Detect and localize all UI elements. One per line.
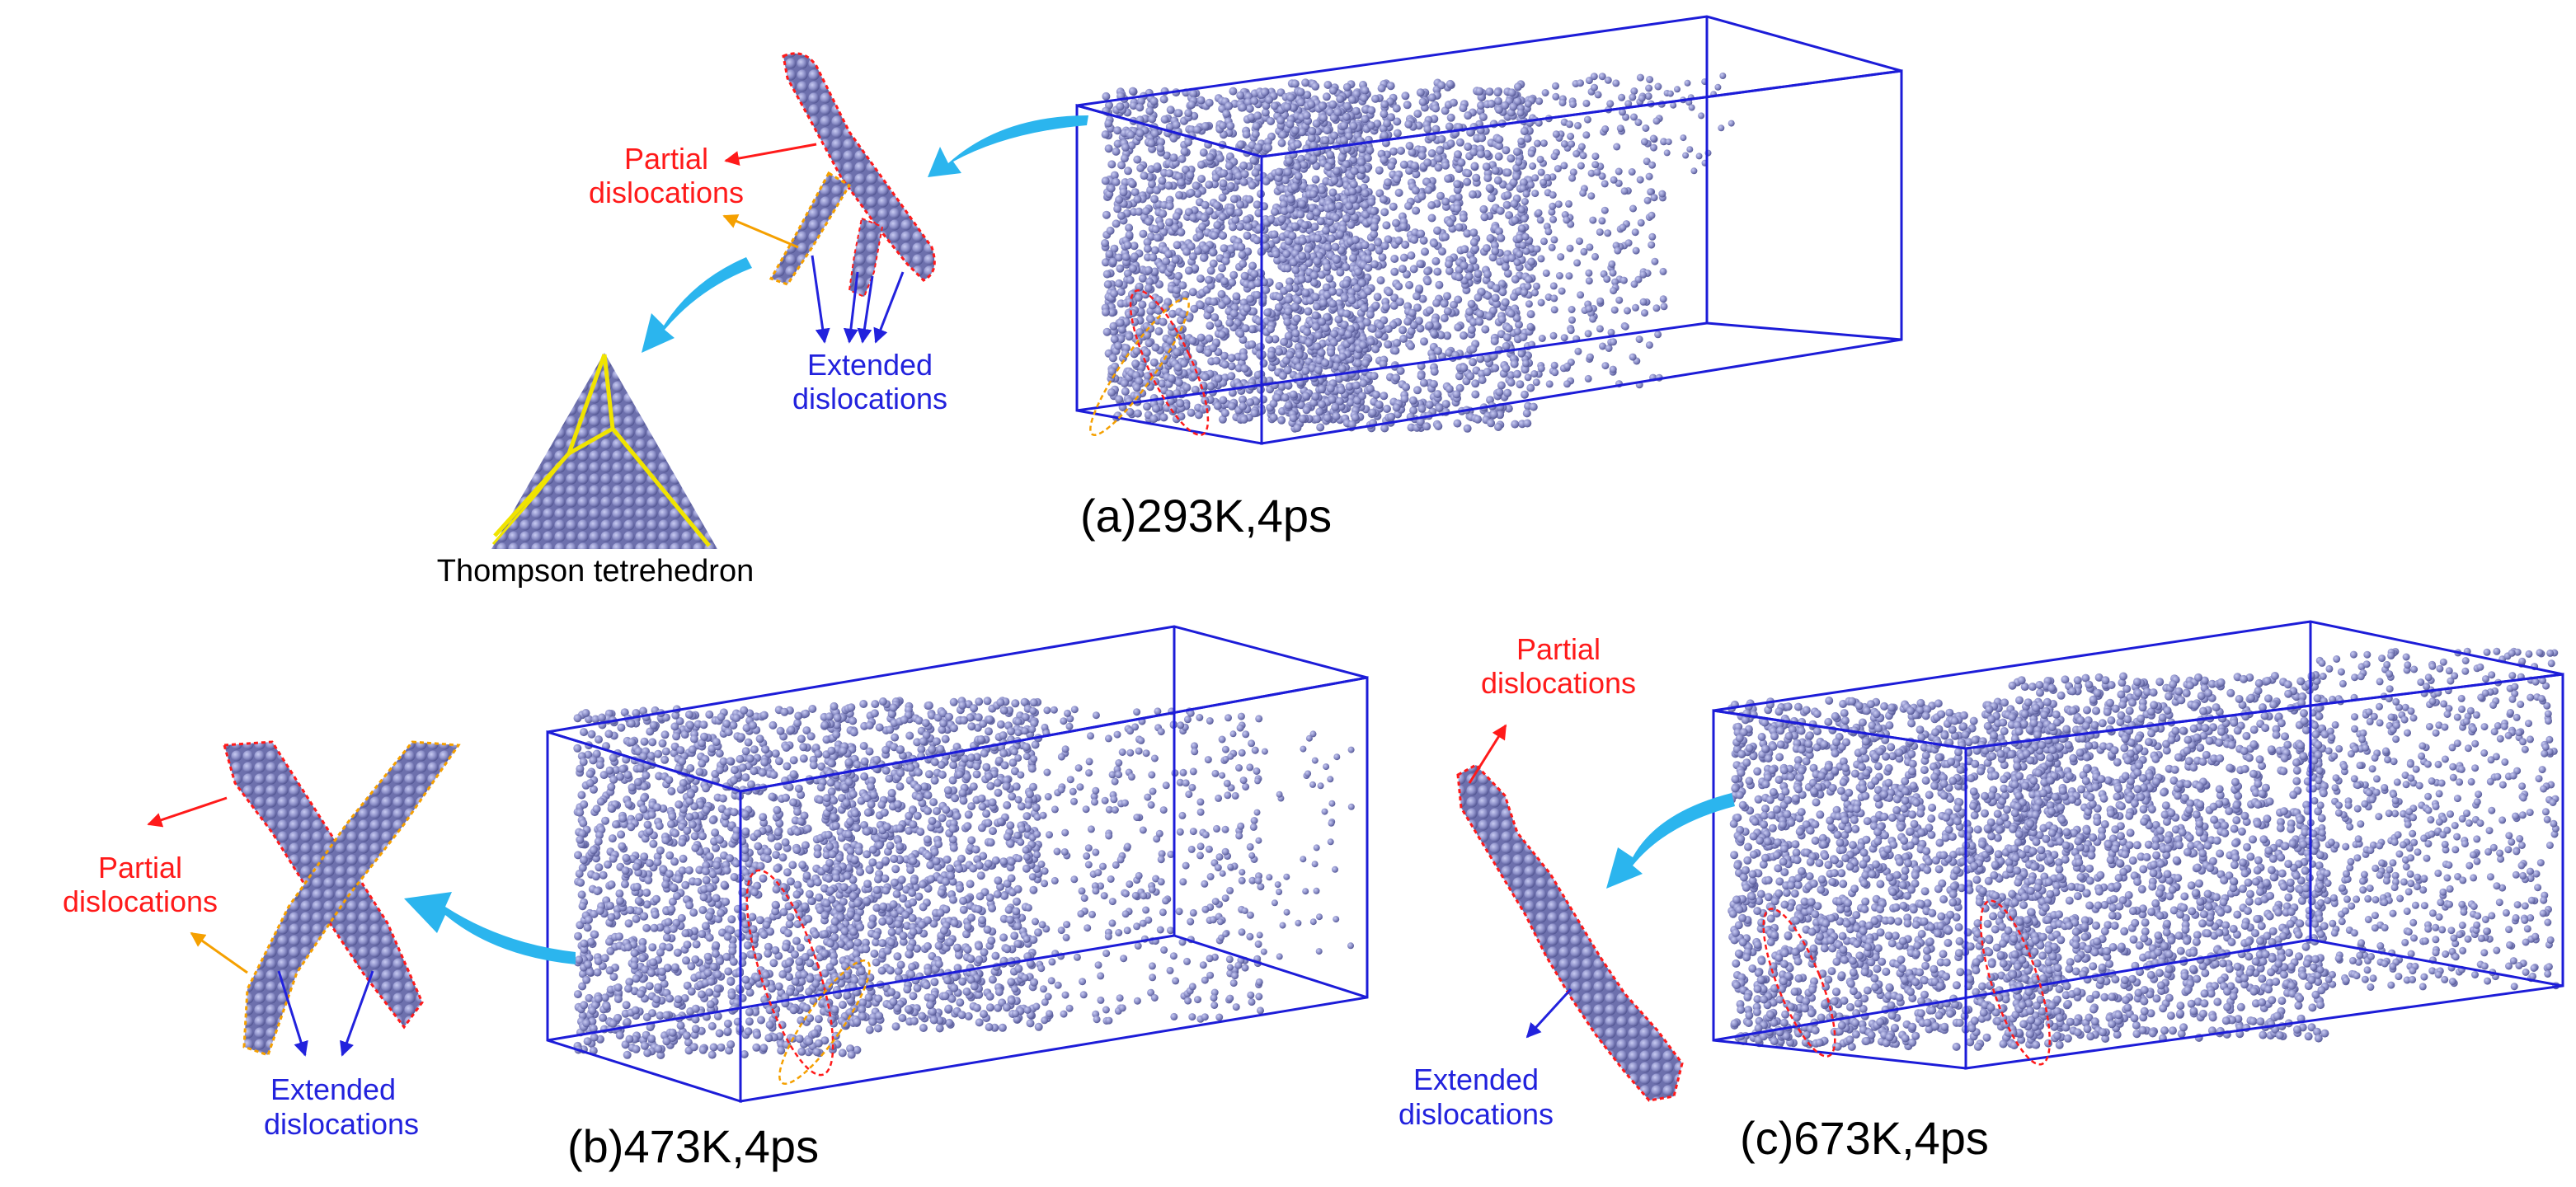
zoom-a-ribbon-left bbox=[769, 171, 852, 286]
partial-outline-c2 bbox=[1980, 899, 2051, 1066]
cyan-arrow-c bbox=[1606, 793, 1735, 889]
panel-b: (b)473K,4ps bbox=[404, 625, 1369, 1172]
partial-outline-a bbox=[1129, 289, 1210, 436]
orange-outline-a bbox=[1089, 298, 1190, 436]
partial-label-a-line1: Partial bbox=[624, 142, 708, 176]
partial-label-b-line1: Partial bbox=[98, 851, 182, 884]
atom-cloud-c bbox=[1728, 647, 2560, 1051]
simulation-box-a bbox=[1075, 15, 1903, 445]
cyan-arrow-a bbox=[928, 115, 1088, 177]
cyan-arrow-b bbox=[404, 892, 576, 964]
simulation-box-c bbox=[1712, 620, 2564, 1070]
simulation-box-b bbox=[546, 625, 1369, 1104]
cyan-arrow-to-thompson bbox=[642, 257, 752, 353]
atom-cloud-b bbox=[573, 697, 1355, 1059]
zoom-a-ribbon-right bbox=[848, 217, 884, 298]
panel-a: (a)293K,4ps bbox=[928, 15, 1903, 542]
extended-label-a-line1: Extended bbox=[807, 348, 933, 382]
zoom-c-ribbon bbox=[1456, 763, 1684, 1102]
zoom-b-ribbon-2 bbox=[242, 740, 461, 1057]
zoom-c-dislocations: Partial dislocations Extended dislocatio… bbox=[1398, 632, 1684, 1131]
partial-label-c-line1: Partial bbox=[1516, 632, 1601, 666]
extended-label-b-line1: Extended bbox=[270, 1072, 396, 1106]
orange-outline-b bbox=[778, 959, 871, 1086]
caption-c: (c)673K,4ps bbox=[1740, 1112, 1989, 1164]
caption-a: (a)293K,4ps bbox=[1080, 490, 1332, 542]
extended-label-c-line2: dislocations bbox=[1398, 1097, 1554, 1131]
partial-outline-b bbox=[745, 869, 834, 1077]
extended-label-b-line2: dislocations bbox=[264, 1107, 419, 1141]
partial-label-b-line2: dislocations bbox=[63, 884, 218, 918]
caption-b: (b)473K,4ps bbox=[567, 1120, 819, 1172]
thompson-tetrahedron-inset: Thompson tetrehedron bbox=[437, 353, 754, 589]
partial-label-c-line2: dislocations bbox=[1481, 666, 1636, 700]
zoom-a-ribbon-main bbox=[782, 52, 936, 282]
panel-c: (c)673K,4ps bbox=[1606, 620, 2564, 1164]
zoom-b-dislocations: Partial dislocations Extended dislocatio… bbox=[63, 740, 461, 1141]
thompson-label: Thompson tetrehedron bbox=[437, 554, 754, 589]
extended-label-c-line1: Extended bbox=[1413, 1063, 1539, 1096]
thompson-tetrahedron bbox=[491, 353, 717, 549]
partial-outline-c1 bbox=[1762, 908, 1836, 1058]
partial-label-a-line2: dislocations bbox=[589, 176, 744, 209]
zoom-a-dislocations: Partial dislocations Extended dislocatio… bbox=[589, 52, 947, 415]
extended-label-a-line2: dislocations bbox=[792, 382, 947, 415]
atom-cloud-a bbox=[1101, 73, 1735, 433]
